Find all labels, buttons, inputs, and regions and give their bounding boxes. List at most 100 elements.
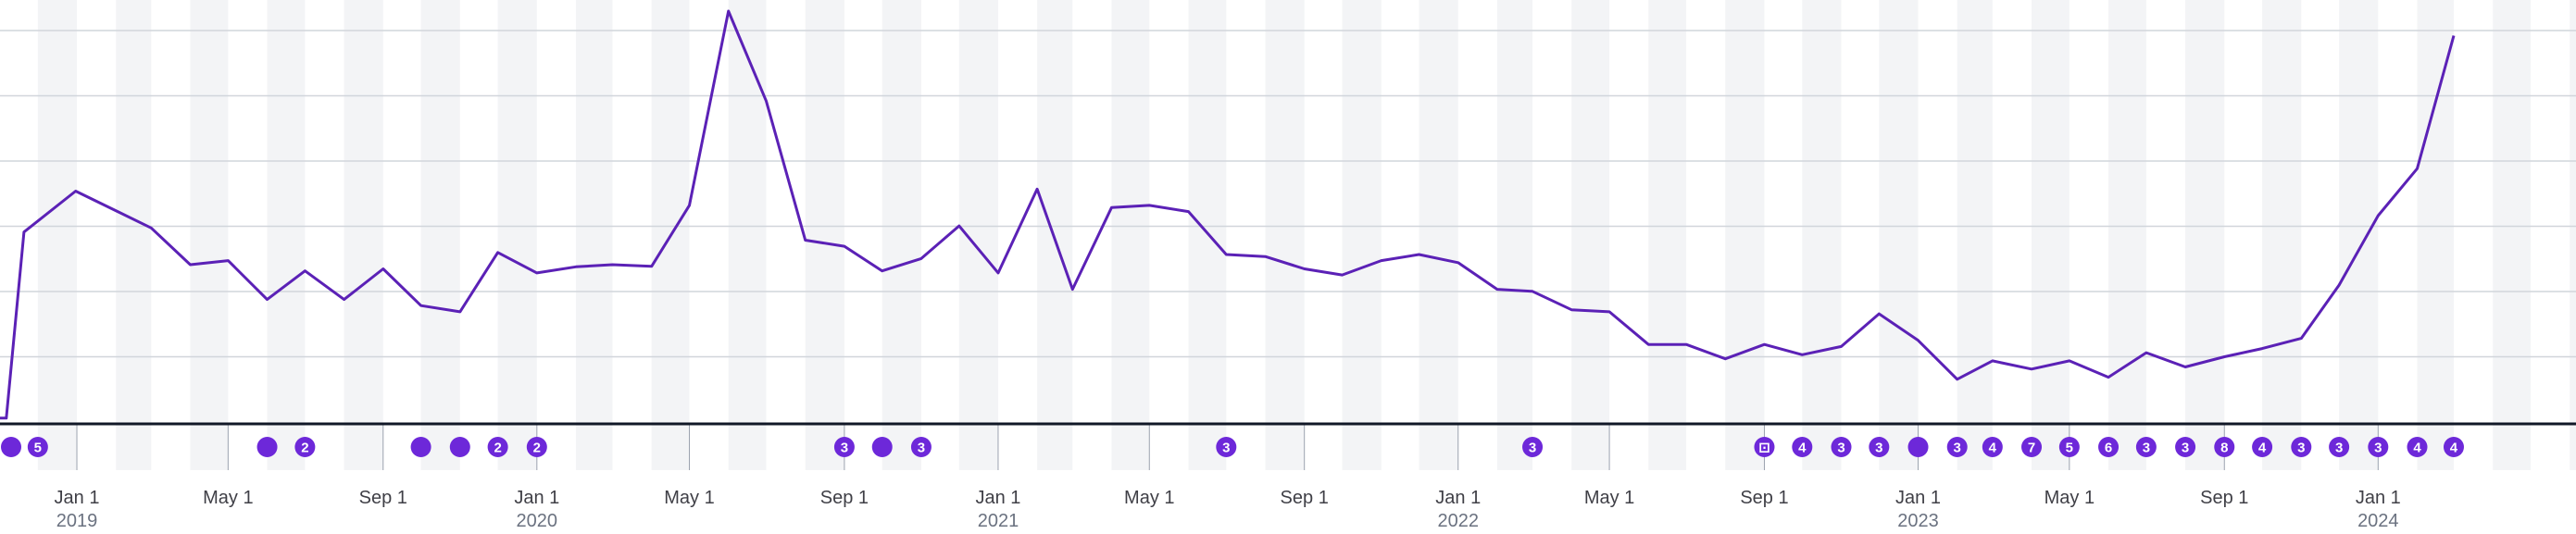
x-tick-label: May 1	[664, 488, 714, 508]
annotation-marker[interactable]: 4	[1982, 437, 2003, 457]
annotation-marker-count: 2	[301, 441, 308, 456]
annotation-marker[interactable]: 8	[2214, 437, 2235, 457]
annotation-marker[interactable]: 7	[2021, 437, 2043, 457]
annotation-marker-dot	[449, 437, 470, 457]
x-tick-label: Jan 1	[2356, 488, 2401, 508]
annotation-marker-dot	[27, 437, 48, 457]
annotation-marker-count: 3	[841, 441, 848, 456]
x-tick-label: Sep 1	[359, 488, 407, 508]
x-tick-labels: Jan 1 2019 May 1 Sep 1 Jan 1 2020 May 1 Sep 1 Ja…	[55, 488, 2401, 531]
month-band	[1496, 0, 1533, 470]
annotation-marker[interactable]: 3	[1831, 437, 1852, 457]
annotation-marker-dot	[2021, 437, 2043, 457]
annotation-marker[interactable]: 2	[526, 437, 547, 457]
annotation-marker-dot	[1, 437, 21, 457]
annotation-marker[interactable]: 4	[2443, 437, 2464, 457]
annotation-marker-dot	[1831, 437, 1852, 457]
annotation-marker-count: 3	[1837, 441, 1844, 456]
annotation-marker[interactable]	[449, 437, 470, 457]
annotation-marker-count: 6	[2105, 441, 2112, 456]
annotation-marker-count: 4	[2450, 441, 2458, 456]
annotation-marker[interactable]: 3	[1946, 437, 1968, 457]
annotation-marker-dot	[1522, 437, 1544, 457]
annotation-marker[interactable]: 3	[2135, 437, 2157, 457]
annotation-marker-dot	[2252, 437, 2273, 457]
annotation-marker-dot	[833, 437, 855, 457]
annotation-marker-dot	[2368, 437, 2389, 457]
x-year-label: 2023	[1897, 511, 1939, 531]
annotation-marker-count: 3	[1529, 441, 1536, 456]
month-band	[1802, 0, 1842, 470]
annotation-marker-count: 3	[1875, 441, 1882, 456]
month-band	[1957, 0, 1993, 470]
month-band	[1111, 0, 1150, 470]
x-tick-label: Jan 1	[975, 488, 1020, 508]
annotation-marker-count: 4	[2258, 441, 2267, 456]
annotation-marker-count: 3	[2182, 441, 2189, 456]
annotation-marker-dot	[2443, 437, 2464, 457]
annotation-marker-count: 4	[1798, 441, 1807, 456]
annotation-marker[interactable]: 3	[910, 437, 932, 457]
annotation-marker-dot	[2407, 437, 2428, 457]
annotation-marker-dot	[2291, 437, 2312, 457]
annotation-marker-dot	[487, 437, 508, 457]
x-year-label: 2022	[1437, 511, 1479, 531]
annotation-marker-dot	[1869, 437, 1890, 457]
month-band	[728, 0, 767, 470]
annotation-marker[interactable]: 3	[2329, 437, 2350, 457]
annotation-marker[interactable]	[410, 437, 431, 457]
month-band	[1648, 0, 1687, 470]
annotation-marker[interactable]: 3	[2291, 437, 2312, 457]
annotation-marker-dot	[2329, 437, 2350, 457]
annotation-marker[interactable]: 3	[1869, 437, 1890, 457]
month-bands	[37, 0, 2576, 470]
annotation-marker[interactable]: ⊡	[1754, 437, 1775, 457]
annotation-marker[interactable]: 3	[1522, 437, 1544, 457]
annotation-marker-count: 3	[918, 441, 925, 456]
annotation-marker-count: 5	[34, 441, 42, 456]
annotation-markers[interactable]: 5 2 2 2 3 3 3 3 ⊡ 4 3 3 3 4 7 5 6 3 3 8 4 3 3 3 4 4	[1, 437, 2464, 457]
annotation-marker[interactable]: 4	[2407, 437, 2428, 457]
x-year-label: 2020	[517, 511, 558, 531]
month-band	[2493, 0, 2532, 470]
month-band	[420, 0, 460, 470]
month-band	[190, 0, 229, 470]
annotation-marker-dot	[410, 437, 431, 457]
annotation-marker-count: 8	[2220, 441, 2228, 456]
x-tick-label: Sep 1	[820, 488, 869, 508]
x-tick-label: Jan 1	[1435, 488, 1481, 508]
annotation-marker[interactable]	[256, 437, 278, 457]
annotation-marker-count: 2	[494, 441, 501, 456]
series-line	[0, 9, 2456, 420]
annotation-marker-dot	[2214, 437, 2235, 457]
month-band	[344, 0, 383, 470]
annotation-marker[interactable]	[1, 437, 21, 457]
month-band	[2032, 0, 2070, 470]
annotation-marker-dot	[2175, 437, 2196, 457]
annotation-marker[interactable]: 4	[1792, 437, 1813, 457]
annotation-marker[interactable]: 3	[2368, 437, 2389, 457]
annotation-marker[interactable]: 2	[294, 437, 316, 457]
x-tick-label: Sep 1	[2200, 488, 2248, 508]
annotation-marker-count: 3	[2297, 441, 2305, 456]
annotation-marker[interactable]: 6	[2098, 437, 2120, 457]
annotation-marker[interactable]	[871, 437, 893, 457]
annotation-marker-dot	[871, 437, 893, 457]
annotation-marker-dot	[1754, 437, 1775, 457]
annotation-marker[interactable]: 3	[833, 437, 855, 457]
annotation-marker[interactable]	[1907, 437, 1929, 457]
annotation-marker[interactable]: 5	[27, 437, 48, 457]
annotation-marker[interactable]: 3	[2175, 437, 2196, 457]
annotation-marker-dot	[1907, 437, 1929, 457]
annotation-marker[interactable]: 5	[2058, 437, 2080, 457]
annotation-marker-count: 3	[2374, 441, 2382, 456]
annotation-marker-count: 7	[2028, 441, 2035, 456]
month-band	[1342, 0, 1382, 470]
annotation-marker[interactable]: 4	[2252, 437, 2273, 457]
annotation-marker-count: 2	[533, 441, 541, 456]
annotation-marker[interactable]: 2	[487, 437, 508, 457]
annotation-marker-count: 5	[2066, 441, 2073, 456]
annotation-marker[interactable]: 3	[1216, 437, 1237, 457]
annotation-marker-dot	[910, 437, 932, 457]
